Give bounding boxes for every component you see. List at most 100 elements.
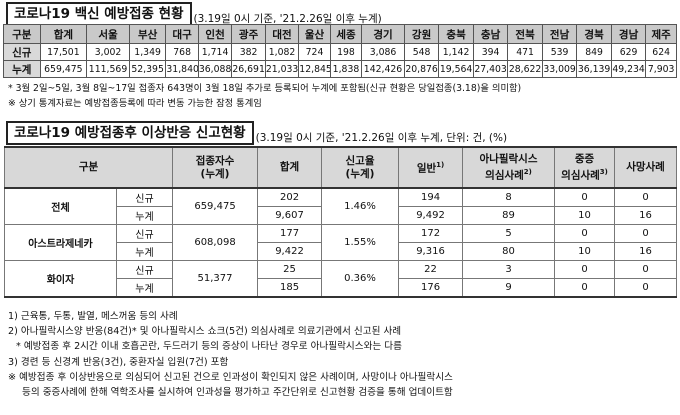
table-header-row: 구분 접종자수 (누계) 합계 신고율 (누계) 일반1) 아나필락시스 의심사례2)… <box>3 146 678 189</box>
general-cell: 172 <box>398 224 464 243</box>
table-row: 누계 9,422 9,316 80 10 16 <box>5 242 678 261</box>
total-cell: 25 <box>257 260 323 279</box>
header-anaphylaxis-line1: 아나필락시스 <box>479 152 538 165</box>
footnote-line: ※ 예방접종 후 이상반응으로 의심되어 신고된 건으로 인과성이 확인되지 않… <box>8 371 453 383</box>
table-cell: 849 <box>576 43 612 61</box>
death-cell: 16 <box>614 206 678 225</box>
header-rate-line1: 신고율 <box>345 154 375 167</box>
row-label: 신규 <box>115 260 174 279</box>
table-cell: 548 <box>403 43 440 61</box>
table-header-row: 구분 합계 서울 부산 대구 인천 광주 대전 울산 세종 경기 강원 충북 충… <box>3 24 677 44</box>
header-cell: 경남 <box>610 24 647 44</box>
death-cell: 0 <box>614 224 678 243</box>
row-label: 신규 <box>115 224 174 243</box>
header-severe-line1: 중증 <box>574 152 595 165</box>
death-cell: 16 <box>614 242 678 261</box>
section1-title: 코로나19 백신 예방접종 현황 <box>6 2 192 26</box>
header-vaccinated-line1: 접종자수 <box>195 154 235 167</box>
table-cell: 659,475 <box>39 60 88 78</box>
table-cell: 198 <box>329 43 363 61</box>
header-general: 일반1) <box>398 146 464 189</box>
total-cell: 177 <box>257 224 323 243</box>
table-cell: 26,691 <box>231 60 266 78</box>
table-cell: 382 <box>231 43 266 61</box>
table-cell: 768 <box>165 43 199 61</box>
anaphylaxis-cell: 89 <box>462 206 556 225</box>
footnote-line: 2) 아나필락시스양 반응(84건)* 및 아나필락시스 쇼크(5건) 의심사례… <box>8 326 402 338</box>
header-cell: 경북 <box>576 24 612 44</box>
section1-footnote: * 3월 2일~5일, 3월 8일~17일 접종자 643명이 3월 18일 추… <box>8 83 522 94</box>
adverse-reaction-table: 구분 접종자수 (누계) 합계 신고율 (누계) 일반1) 아나필락시스 의심사례2)… <box>3 146 678 298</box>
severe-cell: 10 <box>554 242 616 261</box>
row-label: 누계 <box>115 278 174 298</box>
header-death: 사망사례 <box>614 146 678 189</box>
table-cell: 142,426 <box>361 60 405 78</box>
rate-cell: 1.55% <box>321 224 400 261</box>
general-cell: 176 <box>398 278 464 298</box>
general-cell: 194 <box>398 187 464 207</box>
table-cell: 20,876 <box>403 60 440 78</box>
table-cell: 3,002 <box>86 43 130 61</box>
general-cell: 9,316 <box>398 242 464 261</box>
table-cell: 394 <box>472 43 509 61</box>
severe-cell: 0 <box>554 224 616 243</box>
anaphylaxis-cell: 5 <box>462 224 556 243</box>
header-cell: 전남 <box>541 24 578 44</box>
header-rate: 신고율 (누계) <box>321 146 400 189</box>
rate-cell: 0.36% <box>321 260 400 298</box>
table-cell: 31,840 <box>165 60 199 78</box>
severe-cell: 10 <box>554 206 616 225</box>
footnote-line: 1) 근육통, 두통, 발열, 메스꺼움 등의 사례 <box>8 311 178 322</box>
header-cell: 대전 <box>264 24 300 44</box>
table-cell: 19,564 <box>438 60 474 78</box>
header-cell: 세종 <box>329 24 363 44</box>
footnote-marker: 3) <box>599 167 608 176</box>
total-cell: 202 <box>257 187 323 207</box>
total-cell: 9,607 <box>257 206 323 225</box>
anaphylaxis-cell: 3 <box>462 260 556 279</box>
table-cell: 624 <box>645 43 677 61</box>
row-label: 누계 <box>115 242 174 261</box>
section2-header: 코로나19 예방접종후 이상반응 신고현황 (3.19일 0시 기준, '21.… <box>6 121 507 145</box>
table-cell: 21,033 <box>264 60 300 78</box>
header-rate-line2: (누계) <box>345 167 375 180</box>
header-total: 합계 <box>257 146 323 189</box>
table-cell: 28,622 <box>507 60 543 78</box>
table-cell: 33,009 <box>541 60 578 78</box>
header-cell: 구분 <box>3 24 41 44</box>
vaccinated-count: 659,475 <box>172 187 259 225</box>
header-general-label: 일반 <box>416 162 437 175</box>
total-cell: 9,422 <box>257 242 323 261</box>
rate-cell: 1.46% <box>321 187 400 225</box>
section1-footnote: ※ 상기 통계자료는 예방접종등록에 따라 변동 가능한 잠정 통계임 <box>8 98 262 109</box>
table-cell: 1,349 <box>128 43 167 61</box>
table-cell: 49,234 <box>610 60 647 78</box>
table-row: 전체 신규 659,475 202 1.46% 194 8 0 0 <box>4 187 678 225</box>
header-cell: 충남 <box>472 24 509 44</box>
table-cell: 27,403 <box>472 60 509 78</box>
header-severe: 중증 의심사례3) <box>554 146 616 189</box>
footnote-marker: 1) <box>436 161 445 170</box>
table-row: 누계 185 176 9 0 0 <box>5 278 678 298</box>
table-cell: 7,903 <box>645 60 677 78</box>
section1-note: (3.19일 0시 기준, '21.2.26일 이후 누계) <box>193 13 382 25</box>
vaccination-status-table: 구분 합계 서울 부산 대구 인천 광주 대전 울산 세종 경기 강원 충북 충… <box>3 24 677 78</box>
anaphylaxis-cell: 80 <box>462 242 556 261</box>
anaphylaxis-cell: 8 <box>462 187 556 207</box>
row-label: 누계 <box>115 206 174 225</box>
header-cell: 부산 <box>128 24 167 44</box>
death-cell: 0 <box>614 260 678 279</box>
header-category: 구분 <box>3 146 174 189</box>
table-cell: 1,838 <box>329 60 363 78</box>
severe-cell: 0 <box>554 187 616 207</box>
table-cell: 1,714 <box>197 43 233 61</box>
header-cell: 합계 <box>39 24 88 44</box>
section1-header: 코로나19 백신 예방접종 현황 (3.19일 0시 기준, '21.2.26일… <box>6 2 382 26</box>
table-cell: 724 <box>298 43 331 61</box>
group-label: 아스트라제네카 <box>4 224 117 261</box>
row-label: 누계 <box>3 60 41 78</box>
table-row: 화이자 신규 51,377 25 0.36% 22 3 0 0 <box>4 260 678 298</box>
group-label: 전체 <box>4 187 117 225</box>
severe-cell: 0 <box>554 278 616 298</box>
table-cell: 12,845 <box>298 60 331 78</box>
